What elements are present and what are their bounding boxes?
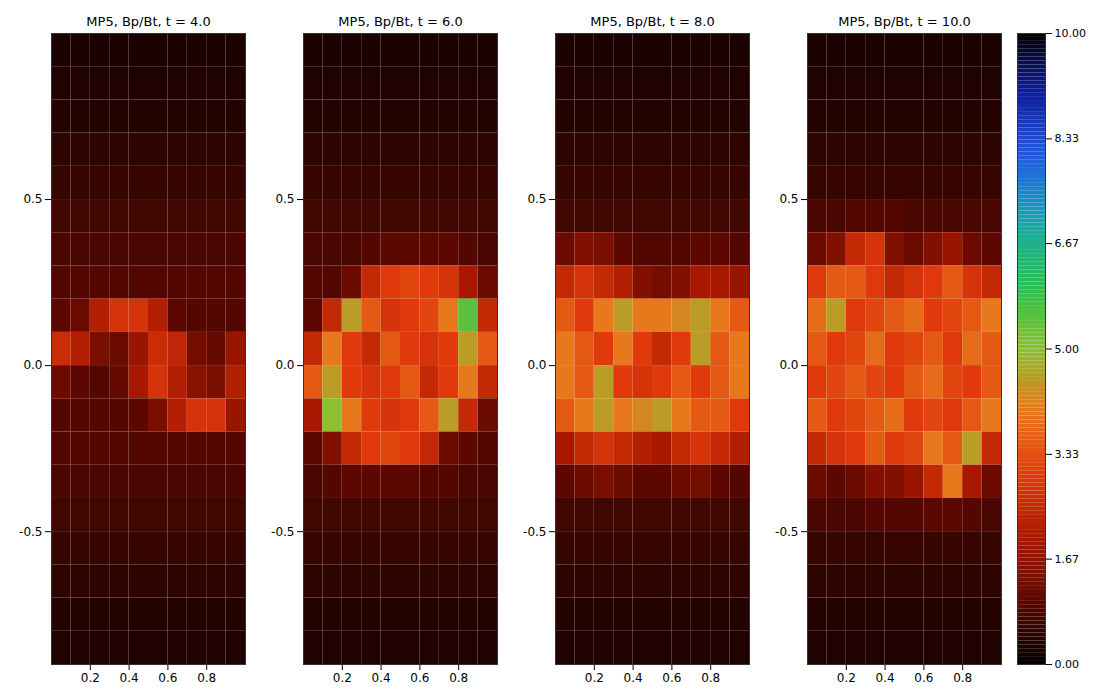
svg-text:0.5: 0.5 [527, 192, 546, 206]
svg-text:0.5: 0.5 [275, 192, 294, 206]
svg-text:0.4: 0.4 [624, 671, 643, 685]
svg-text:10.00: 10.00 [1055, 27, 1087, 40]
svg-text:0.5: 0.5 [23, 192, 42, 206]
svg-text:0.00: 0.00 [1055, 658, 1080, 671]
svg-text:0.4: 0.4 [876, 671, 895, 685]
svg-text:6.67: 6.67 [1055, 237, 1080, 250]
svg-text:0.2: 0.2 [837, 671, 856, 685]
svg-text:MP5, Bp/Bt, t = 4.0: MP5, Bp/Bt, t = 4.0 [86, 14, 210, 29]
svg-text:0.0: 0.0 [275, 358, 294, 372]
svg-text:-0.5: -0.5 [19, 524, 42, 538]
svg-text:5.00: 5.00 [1055, 343, 1080, 356]
svg-text:0.0: 0.0 [527, 358, 546, 372]
svg-text:MP5, Bp/Bt, t = 10.0: MP5, Bp/Bt, t = 10.0 [838, 14, 971, 29]
svg-text:0.6: 0.6 [410, 671, 429, 685]
svg-text:0.2: 0.2 [333, 671, 352, 685]
svg-text:3.33: 3.33 [1055, 448, 1080, 461]
svg-text:0.6: 0.6 [914, 671, 933, 685]
svg-text:-0.5: -0.5 [523, 524, 546, 538]
svg-text:0.0: 0.0 [23, 358, 42, 372]
svg-text:0.8: 0.8 [197, 671, 216, 685]
svg-text:-0.5: -0.5 [775, 524, 798, 538]
svg-text:0.2: 0.2 [585, 671, 604, 685]
svg-text:1.67: 1.67 [1055, 553, 1080, 566]
svg-text:0.8: 0.8 [701, 671, 720, 685]
svg-text:0.8: 0.8 [953, 671, 972, 685]
svg-text:0.5: 0.5 [779, 192, 798, 206]
svg-text:0.4: 0.4 [120, 671, 139, 685]
svg-text:0.4: 0.4 [372, 671, 391, 685]
svg-text:0.6: 0.6 [158, 671, 177, 685]
svg-text:MP5, Bp/Bt, t = 6.0: MP5, Bp/Bt, t = 6.0 [338, 14, 462, 29]
svg-text:8.33: 8.33 [1055, 132, 1080, 145]
svg-text:0.0: 0.0 [779, 358, 798, 372]
svg-text:0.2: 0.2 [81, 671, 100, 685]
svg-text:0.8: 0.8 [449, 671, 468, 685]
svg-text:0.6: 0.6 [662, 671, 681, 685]
svg-text:-0.5: -0.5 [271, 524, 294, 538]
svg-text:MP5, Bp/Bt, t = 8.0: MP5, Bp/Bt, t = 8.0 [590, 14, 714, 29]
